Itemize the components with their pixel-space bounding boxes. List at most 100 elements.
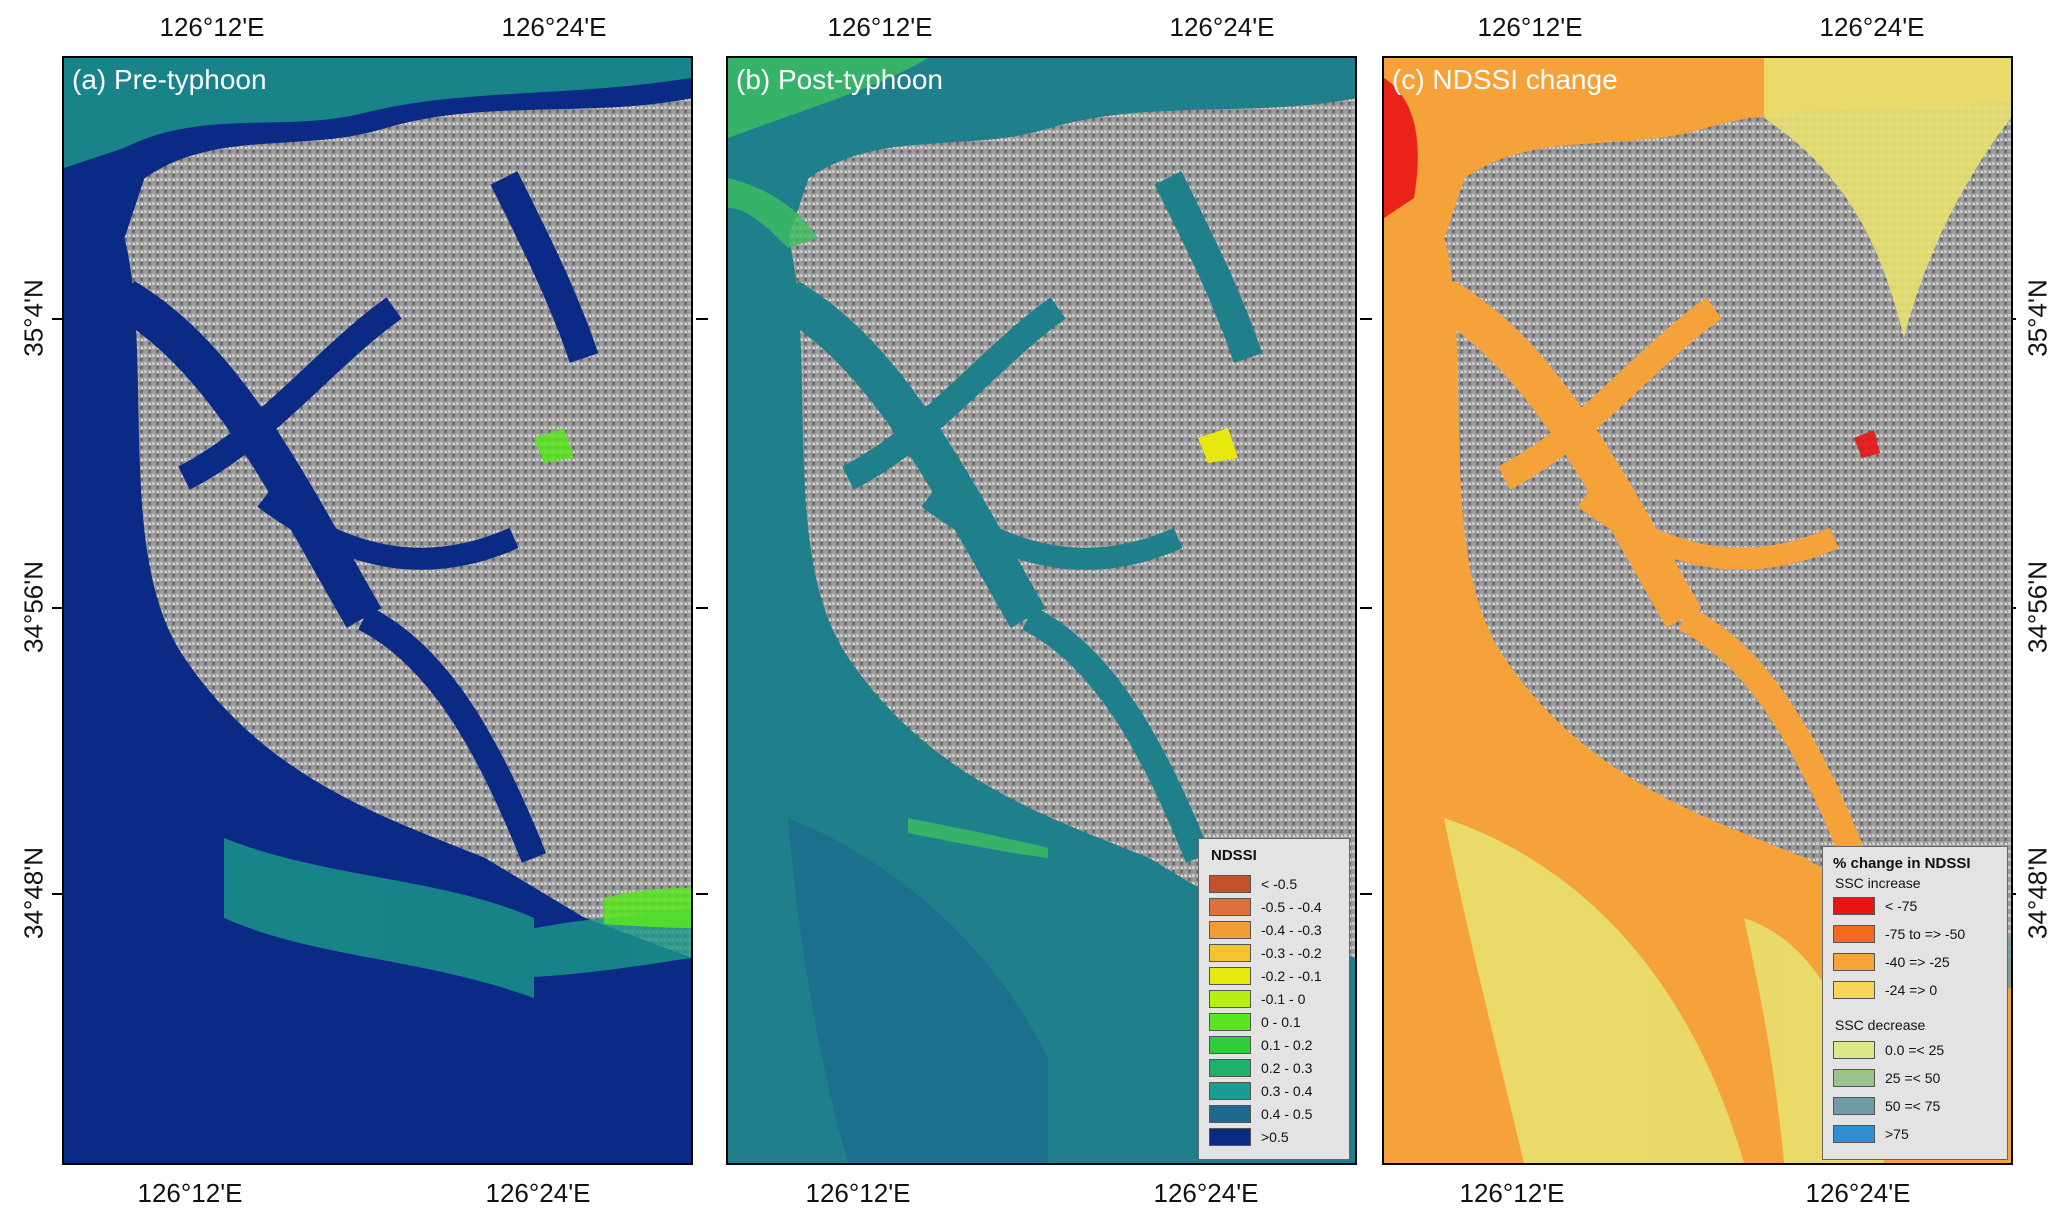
lat-tick [52,607,62,609]
legend-ndssi-row: -0.1 - 0 [1209,988,1305,1010]
legend-ndssi-row: -0.3 - -0.2 [1209,942,1322,964]
lat-tick [696,607,708,609]
legend-ndssi-label: 0.2 - 0.3 [1261,1060,1313,1076]
legend-change-decrease-label: 50 =< 75 [1885,1098,1941,1114]
legend-ssc-increase-label: SSC increase [1835,875,1921,891]
legend-ndssi-label: -0.1 - 0 [1261,991,1306,1007]
bottom-lon-label-c1: 126°12'E [1459,1178,1565,1208]
legend-ndssi-label: 0 - 0.1 [1261,1014,1301,1030]
left-lat-label-1: 35°4'N [18,279,49,357]
bottom-lon-label-a2: 126°24'E [485,1178,591,1208]
legend-ndssi-swatch [1209,1059,1251,1077]
lat-tick [52,318,62,320]
legend-ndssi-row: >0.5 [1209,1126,1289,1148]
bottom-lon-label-a1: 126°12'E [137,1178,243,1208]
top-lon-label-a2: 126°24'E [501,12,607,42]
legend-change-decrease-label: >75 [1885,1126,1909,1142]
legend-ndssi-swatch [1209,921,1251,939]
legend-change-increase-label: -40 => -25 [1885,954,1950,970]
bottom-lon-label-b2: 126°24'E [1153,1178,1259,1208]
lat-tick [1360,318,1372,320]
legend-ndssi-change: % change in NDSSI SSC increase SSC decre… [1822,846,2008,1160]
legend-ndssi-row: 0.3 - 0.4 [1209,1080,1312,1102]
legend-change-title: % change in NDSSI [1833,855,1971,872]
panel-title-b: (b) Post-typhoon [736,64,943,95]
legend-ndssi-row: -0.4 - -0.3 [1209,919,1322,941]
legend-change-increase-row: -75 to => -50 [1833,923,1965,945]
legend-ndssi-row: 0.2 - 0.3 [1209,1057,1312,1079]
legend-ndssi-row: -0.5 - -0.4 [1209,896,1322,918]
legend-ndssi-swatch [1209,875,1251,893]
legend-ndssi-label: < -0.5 [1261,876,1298,892]
legend-ndssi-label: 0.4 - 0.5 [1261,1106,1313,1122]
legend-ndssi-swatch [1209,1105,1251,1123]
top-lon-label-a1: 126°12'E [159,12,265,42]
legend-change-increase-row: < -75 [1833,895,1917,917]
legend-ndssi-row: -0.2 - -0.1 [1209,965,1322,987]
legend-ndssi-swatch [1209,898,1251,916]
legend-ndssi-row: 0.4 - 0.5 [1209,1103,1312,1125]
map-image-pre-typhoon [64,58,691,1163]
top-lon-label-c1: 126°12'E [1477,12,1583,42]
lat-tick [1360,893,1372,895]
legend-ndssi: NDSSI < -0.5 -0.5 - -0.4 -0.4 - -0.3 -0.3 -… [1198,838,1350,1160]
legend-change-increase-label: < -75 [1885,898,1918,914]
legend-ndssi-swatch [1209,1128,1251,1146]
legend-change-decrease-swatch [1833,1041,1875,1059]
map-panel-pre-typhoon: (a) Pre-typhoon [62,56,693,1165]
legend-ndssi-label: -0.3 - -0.2 [1261,945,1322,961]
right-lat-label-3: 34°48'N [2022,847,2053,939]
legend-change-increase-row: -40 => -25 [1833,951,1950,973]
legend-ssc-decrease-label: SSC decrease [1835,1017,1926,1033]
lat-tick [52,893,62,895]
legend-change-increase-label: -75 to => -50 [1885,926,1966,942]
map-panel-ndssi-change: (c) NDSSI change % change in NDSSI SSC i… [1382,56,2013,1165]
panel-title-c: (c) NDSSI change [1392,64,1618,95]
legend-change-increase-label: -24 => 0 [1885,982,1938,998]
legend-ndssi-label: 0.1 - 0.2 [1261,1037,1313,1053]
legend-change-increase-swatch [1833,953,1875,971]
legend-ndssi-swatch [1209,944,1251,962]
legend-change-decrease-row: 0.0 =< 25 [1833,1039,1944,1061]
legend-ndssi-swatch [1209,1013,1251,1031]
legend-change-decrease-row: 25 =< 50 [1833,1067,1940,1089]
legend-ndssi-label: >0.5 [1261,1129,1289,1145]
lat-tick [696,318,708,320]
left-lat-label-2: 34°56'N [18,561,49,653]
legend-change-increase-swatch [1833,981,1875,999]
top-lon-label-b2: 126°24'E [1169,12,1275,42]
legend-ndssi-row: < -0.5 [1209,873,1297,895]
right-lat-label-1: 35°4'N [2022,279,2053,357]
legend-change-increase-row: -24 => 0 [1833,979,1937,1001]
top-lon-label-b1: 126°12'E [827,12,933,42]
legend-ndssi-swatch [1209,990,1251,1008]
legend-ndssi-row: 0.1 - 0.2 [1209,1034,1312,1056]
legend-ndssi-swatch [1209,967,1251,985]
legend-change-decrease-swatch [1833,1097,1875,1115]
legend-change-decrease-swatch [1833,1125,1875,1143]
legend-ndssi-label: 0.3 - 0.4 [1261,1083,1313,1099]
legend-change-decrease-label: 25 =< 50 [1885,1070,1941,1086]
left-lat-label-3: 34°48'N [18,847,49,939]
legend-ndssi-swatch [1209,1036,1251,1054]
bottom-lon-label-c2: 126°24'E [1805,1178,1911,1208]
lat-tick [696,893,708,895]
map-panel-post-typhoon: (b) Post-typhoon NDSSI < -0.5 -0.5 - -0.4… [726,56,1357,1165]
legend-ndssi-title: NDSSI [1211,847,1257,864]
legend-change-decrease-swatch [1833,1069,1875,1087]
legend-change-increase-swatch [1833,897,1875,915]
legend-ndssi-row: 0 - 0.1 [1209,1011,1301,1033]
lat-tick [1360,607,1372,609]
legend-change-decrease-row: 50 =< 75 [1833,1095,1940,1117]
right-lat-label-2: 34°56'N [2022,561,2053,653]
top-lon-label-c2: 126°24'E [1819,12,1925,42]
legend-change-decrease-row: >75 [1833,1123,1909,1145]
legend-change-decrease-label: 0.0 =< 25 [1885,1042,1945,1058]
legend-ndssi-label: -0.5 - -0.4 [1261,899,1322,915]
legend-ndssi-swatch [1209,1082,1251,1100]
bottom-lon-label-b1: 126°12'E [805,1178,911,1208]
panel-title-a: (a) Pre-typhoon [72,64,267,95]
legend-change-increase-swatch [1833,925,1875,943]
map-image-post-typhoon [728,58,1355,1163]
legend-ndssi-label: -0.4 - -0.3 [1261,922,1322,938]
